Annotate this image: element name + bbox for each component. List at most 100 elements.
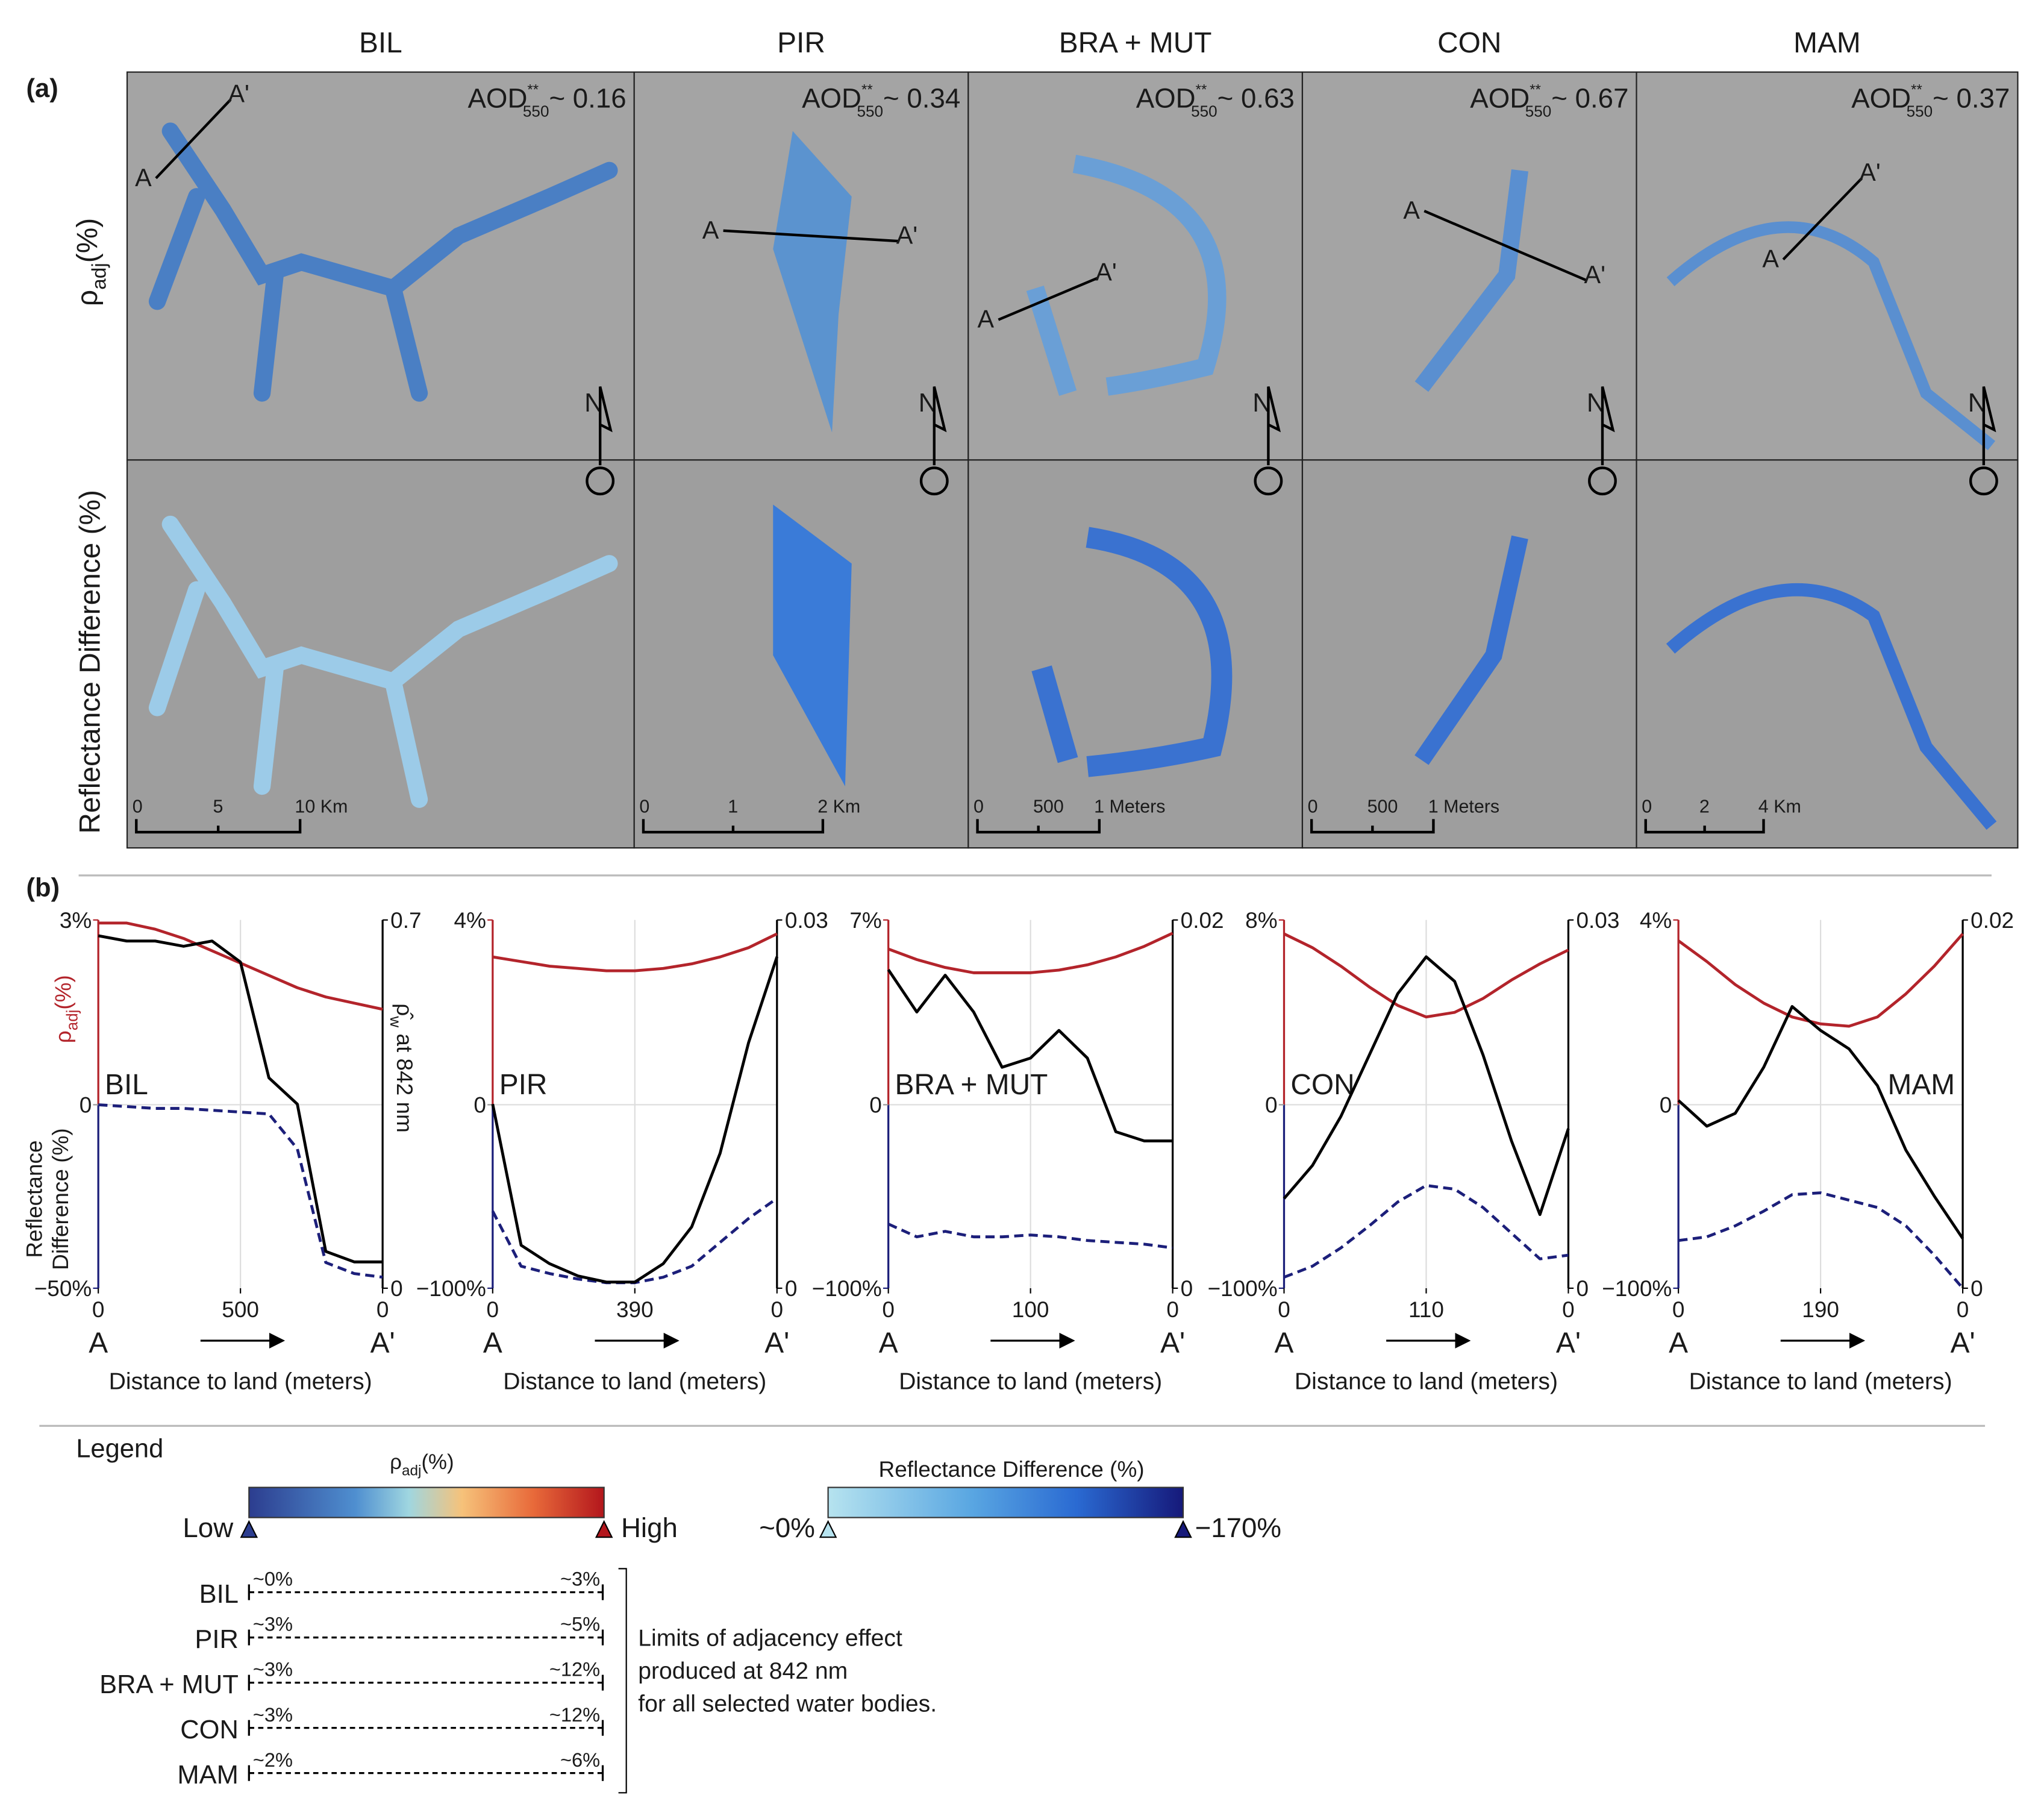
profile-line xyxy=(98,1103,383,1279)
aod-label-part: 550 xyxy=(857,102,884,121)
chart-title: BIL xyxy=(105,1069,148,1101)
aod-label-part: 550 xyxy=(1907,102,1933,121)
x-tick-label: 110 xyxy=(1408,1297,1444,1322)
aod-label-part: ~ 0.34 xyxy=(883,83,960,113)
y2-tick-label: 0.03 xyxy=(785,908,828,933)
y-tick-label: 4% xyxy=(1640,908,1672,933)
map-image xyxy=(1301,459,1637,849)
colorbar-end xyxy=(595,1520,613,1538)
y-tick-label: 0 xyxy=(869,1093,882,1118)
scale-bar xyxy=(1310,819,1435,834)
limit-name: PIR xyxy=(195,1625,239,1654)
x-end-label: A' xyxy=(764,1327,789,1359)
water-body xyxy=(148,515,618,808)
colorbar-label-part: ρ xyxy=(390,1451,402,1474)
x-tick-label: 390 xyxy=(616,1297,654,1322)
limit-high: ~5% xyxy=(560,1613,600,1635)
transect-end: A xyxy=(1403,196,1420,224)
row-label-part: (%) xyxy=(72,218,104,263)
y-tick-label: 8% xyxy=(1245,908,1277,933)
x-axis-label: Distance to land (meters) xyxy=(1295,1368,1558,1394)
x-end-label: A' xyxy=(1556,1327,1581,1359)
row-label: ρadj(%) xyxy=(72,218,110,306)
scale-bar xyxy=(135,819,302,834)
x-tick-label: 0 xyxy=(1562,1297,1575,1322)
aod-label-part: 550 xyxy=(1525,102,1552,121)
water-body xyxy=(1026,154,1227,396)
x-axis-label: Distance to land (meters) xyxy=(1689,1368,1952,1394)
aod-label-part: 550 xyxy=(1191,102,1217,121)
scale-label: 4 Km xyxy=(1758,796,1801,816)
profile-line xyxy=(491,956,779,1284)
legend-title: Legend xyxy=(76,1435,163,1464)
x-tick-label: 0 xyxy=(1672,1297,1685,1322)
colorbar-low: Low xyxy=(183,1512,234,1543)
x-end-label: A' xyxy=(1160,1327,1185,1359)
map-image xyxy=(1636,71,2019,461)
water-body xyxy=(1666,221,1996,451)
y-axis-label: ρadj(%) xyxy=(51,975,81,1043)
north-arrow xyxy=(1267,386,1281,466)
aod-label: AOD** 550~ 0.37 xyxy=(1851,82,2010,121)
y-tick-label: −100% xyxy=(812,1276,882,1301)
limit-low: ~3% xyxy=(253,1703,293,1726)
x-tick-label: 0 xyxy=(92,1297,105,1322)
y-axis-label-text: Difference (%) xyxy=(48,1128,73,1270)
aod-label-part: ** xyxy=(527,82,539,98)
y-axis-label-text-part: adj xyxy=(64,1010,81,1031)
water-body xyxy=(148,122,618,402)
profile-line xyxy=(887,932,1174,974)
aod-label-part: 550 xyxy=(523,102,549,121)
limit-high: ~3% xyxy=(560,1568,600,1590)
transect-end: A' xyxy=(228,80,249,108)
scale-label: 0 xyxy=(639,796,649,816)
transect xyxy=(723,229,899,243)
north-arrow xyxy=(933,386,947,466)
limit-low: ~3% xyxy=(253,1658,293,1681)
transect-end: A xyxy=(978,305,995,333)
limit-low: ~2% xyxy=(253,1749,293,1771)
y-tick-label: 4% xyxy=(454,908,486,933)
aod-label: AOD** 550~ 0.67 xyxy=(1470,82,1628,121)
y2-tick-label: 0 xyxy=(1576,1276,1589,1301)
profile-line xyxy=(1677,1005,1964,1239)
x-tick-label: 100 xyxy=(1012,1297,1049,1322)
map-image xyxy=(126,459,635,849)
x-tick-label: 500 xyxy=(222,1297,259,1322)
scale-label: 0 xyxy=(133,796,143,816)
north-arrow xyxy=(919,466,949,496)
chart-title: CON xyxy=(1290,1069,1354,1101)
map-image xyxy=(1301,71,1637,461)
y2-tick-label: 0 xyxy=(390,1276,403,1301)
colorbar-label-part: (%) xyxy=(421,1451,454,1474)
panel-label: (b) xyxy=(27,874,60,903)
y2-tick-label: 0.7 xyxy=(390,908,421,933)
water-body xyxy=(773,131,852,433)
scale-label: 500 xyxy=(1033,796,1064,816)
y2-tick-label: 0.02 xyxy=(1971,908,2014,933)
transect xyxy=(1424,210,1587,282)
transect-end: A xyxy=(702,216,719,244)
map-image xyxy=(126,71,635,461)
colorbar xyxy=(248,1486,605,1518)
colorbar-label-part: adj xyxy=(402,1463,421,1479)
limit-low: ~3% xyxy=(253,1613,293,1635)
profile-line xyxy=(1283,955,1570,1217)
north-arrow xyxy=(1601,386,1615,466)
y-tick-label: 7% xyxy=(849,908,881,933)
map-image xyxy=(967,71,1304,461)
y-axis-label-text: ρadj(%) xyxy=(51,975,81,1043)
x-end-label: A' xyxy=(1951,1327,1975,1359)
x-end-label: A xyxy=(1275,1327,1294,1359)
aod-label-part: AOD xyxy=(1136,83,1196,113)
y-axis-label-text-part: (%) xyxy=(51,975,76,1010)
profile-panel: (b)−50%03%00.70 500 0A A'Distance to land (… xyxy=(22,874,2014,1395)
north-arrow xyxy=(598,386,613,466)
x-end-label: A xyxy=(1669,1327,1688,1359)
y2-tick-label: 0.02 xyxy=(1181,908,1224,933)
aod-label-part: AOD xyxy=(1470,83,1530,113)
x-tick-label: 0 xyxy=(1957,1297,1969,1322)
colorbar-high: −170% xyxy=(1195,1512,1281,1543)
profile-line xyxy=(1678,1191,1964,1289)
